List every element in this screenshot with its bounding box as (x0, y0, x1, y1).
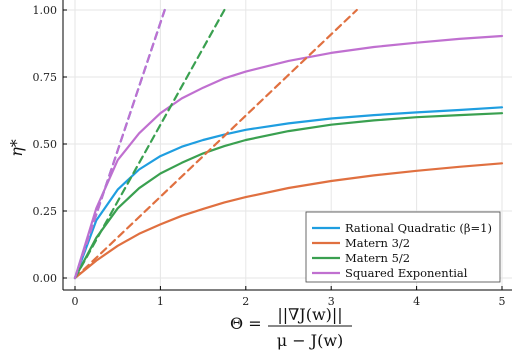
x-axis-label: Θ = ||∇J(w)|| μ − J(w) (230, 305, 352, 350)
y-axis-label: η* (7, 139, 26, 157)
y-tick-label: 0.50 (33, 138, 58, 151)
series-line-3 (73, 34, 504, 280)
legend: Rational Quadratic (β=1)Matern 3/2Matern… (305, 211, 501, 283)
tick-labels: 0 1 2 3 4 5 0.00 0.25 0.50 0.75 1.00 (33, 4, 506, 308)
x-tick-label: 5 (499, 295, 506, 308)
legend-box (305, 211, 501, 283)
y-tick-label: 0.25 (33, 205, 58, 218)
legend-entry-label: Rational Quadratic (β=1) (345, 221, 492, 235)
x-axis-label-lhs: Θ = (230, 314, 262, 333)
series-layer (73, 8, 504, 280)
series-line-5 (73, 8, 226, 280)
y-tick-label: 0.75 (33, 71, 58, 84)
x-tick-label: 3 (328, 295, 335, 308)
x-axis-label-denominator: μ − J(w) (277, 331, 344, 350)
y-tick-label: 0.00 (33, 272, 58, 285)
x-tick-label: 1 (157, 295, 164, 308)
x-tick-label: 2 (242, 295, 249, 308)
x-tick-label: 0 (72, 295, 79, 308)
legend-entry-label: Matern 3/2 (345, 236, 410, 250)
x-tick-label: 4 (413, 295, 420, 308)
series-line-4 (73, 8, 358, 280)
series-line-2 (73, 112, 504, 280)
legend-entry-label: Squared Exponential (345, 266, 468, 280)
legend-entry-label: Matern 5/2 (345, 251, 410, 265)
axes (62, 0, 512, 291)
series-line-1 (73, 162, 504, 280)
y-tick-label: 1.00 (33, 4, 58, 17)
series-line-7 (73, 8, 166, 280)
x-axis-label-numerator: ||∇J(w)|| (277, 305, 342, 324)
grid (63, 0, 512, 290)
